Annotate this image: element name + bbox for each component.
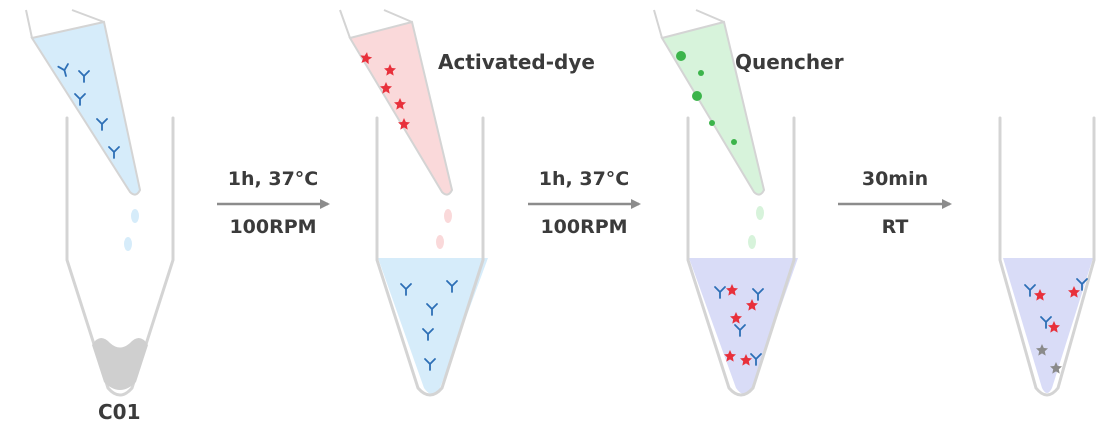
pipette-tip-quencher [653, 9, 766, 196]
step-1-condition: 1h, 37°C [227, 168, 319, 190]
droplet [436, 235, 444, 249]
droplet [131, 209, 139, 223]
droplet [124, 237, 132, 251]
step-3-time: 30min [861, 168, 929, 190]
tube-2 [375, 116, 488, 397]
step-1-speed: 100RPM [229, 216, 317, 238]
quencher-label: Quencher [735, 50, 844, 74]
pellet [92, 337, 148, 390]
activated-dye-label: Activated-dye [438, 50, 595, 74]
pipette-tip-activated-dye [339, 9, 454, 196]
step-2-condition: 1h, 37°C [538, 168, 630, 190]
pipette-tip-antibody [25, 9, 142, 196]
droplet [748, 235, 756, 249]
step-2-speed: 100RPM [540, 216, 628, 238]
tube-4 [998, 116, 1096, 397]
droplet [444, 209, 452, 223]
tube-1-label: C01 [98, 400, 141, 424]
droplet [756, 206, 764, 220]
tube-1 [65, 116, 175, 397]
tube-3 [686, 116, 798, 397]
step-3-temperature: RT [881, 216, 909, 238]
